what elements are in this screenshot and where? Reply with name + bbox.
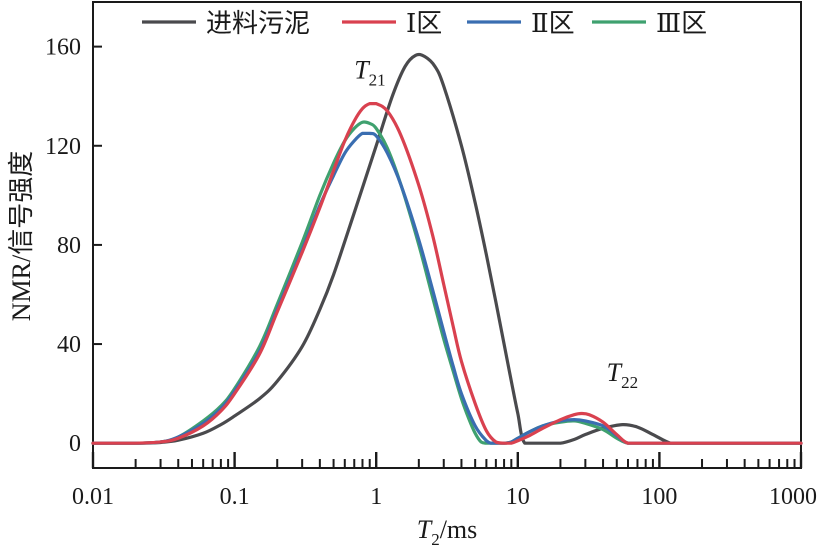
legend-label-3: Ⅲ区 xyxy=(656,9,707,38)
x-tick-label: 0.01 xyxy=(72,484,114,510)
x-axis-title-unit: /ms xyxy=(440,515,478,544)
y-tick-label: 120 xyxy=(45,134,81,160)
x-tick-label: 100 xyxy=(641,484,677,510)
annotation-t22-sub: 22 xyxy=(621,373,638,392)
annotation-t22: T22 xyxy=(607,358,638,392)
axes-frame-group: 0 40 80 120 160 0.01 0.1 1 10 100 1000 xyxy=(45,1,817,510)
annotation-t21-main: T xyxy=(354,55,370,84)
x-axis-title-sub: 2 xyxy=(431,530,440,549)
annotation-t21-sub: 21 xyxy=(369,70,386,89)
plot-frame xyxy=(92,1,802,469)
x-axis-title-main: T xyxy=(417,515,433,544)
series-line-2 xyxy=(91,131,803,445)
y-tick-label: 160 xyxy=(45,35,81,61)
annotation-t22-main: T xyxy=(607,358,623,387)
x-tick-label: 1 xyxy=(370,484,382,510)
annotation-t21: T21 xyxy=(354,55,385,89)
y-tick-label: 80 xyxy=(57,233,81,259)
legend-label-1: Ⅰ区 xyxy=(406,9,442,38)
legend: 进料污泥 Ⅰ区 Ⅱ区 Ⅲ区 xyxy=(142,9,707,38)
y-tick-label: 0 xyxy=(69,431,81,457)
series-line-0 xyxy=(91,52,803,445)
x-tick-label: 10 xyxy=(506,484,530,510)
x-axis-title: T2/ms xyxy=(417,515,478,549)
series-lines-group xyxy=(91,52,803,445)
legend-label-0: 进料污泥 xyxy=(206,9,310,38)
y-tick-label: 40 xyxy=(57,332,81,358)
series-line-3 xyxy=(91,120,803,445)
series-line-1 xyxy=(91,102,803,445)
legend-label-2: Ⅱ区 xyxy=(531,9,575,38)
peak-annotations-group: T21 T22 xyxy=(354,55,638,391)
y-axis-title: NMR/信号强度 xyxy=(7,151,36,321)
x-tick-label: 0.1 xyxy=(220,484,250,510)
x-tick-label: 1000 xyxy=(769,484,817,510)
